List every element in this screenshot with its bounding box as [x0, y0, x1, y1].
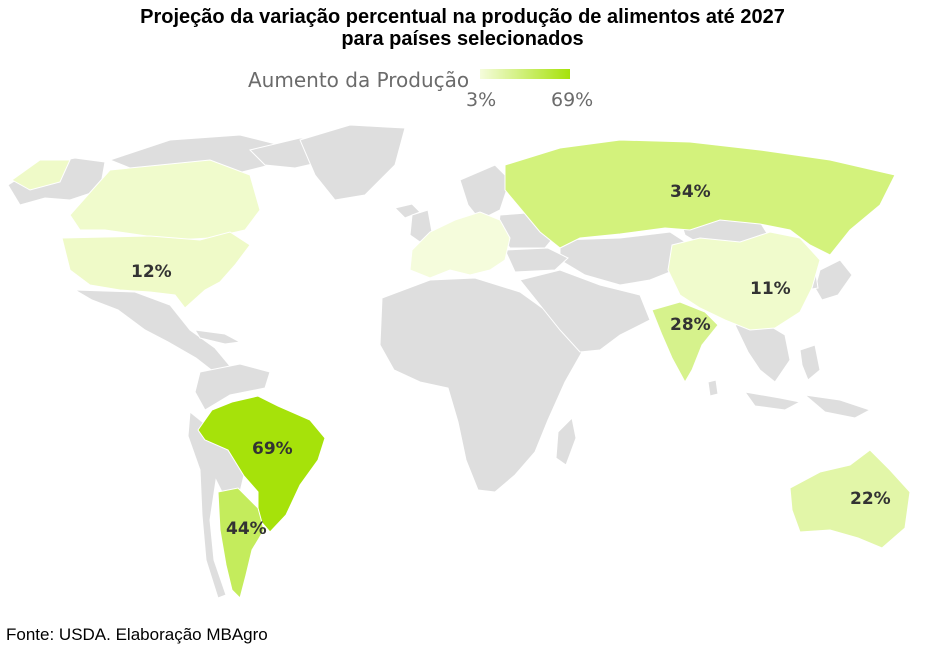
country-china[interactable]: [667, 231, 821, 331]
label-china: 11%: [750, 279, 791, 299]
title-line-1: Projeção da variação percentual na produ…: [140, 6, 785, 28]
legend-max-value: 69%: [551, 89, 594, 111]
legend-gradient-bar: [480, 69, 570, 79]
legend-min-value: 3%: [466, 89, 497, 111]
world-map: 12% 34% 11% 28% 69% 44% 22%: [7, 124, 911, 599]
country-canada[interactable]: [69, 159, 261, 241]
country-eu[interactable]: [409, 211, 511, 279]
chart-title: Projeção da variação percentual na produ…: [0, 6, 925, 50]
label-australia: 22%: [850, 489, 891, 509]
title-line-2: para países selecionados: [341, 28, 584, 50]
country-australia[interactable]: [789, 449, 911, 549]
legend-label: Aumento da Produção: [248, 68, 470, 92]
unselected-countries: [7, 124, 899, 599]
label-india: 28%: [670, 315, 711, 335]
country-india[interactable]: [651, 301, 719, 384]
source-note: Fonte: USDA. Elaboração MBAgro: [6, 625, 268, 644]
label-argentina: 44%: [226, 519, 267, 539]
label-brazil: 69%: [252, 439, 293, 459]
country-russia[interactable]: [504, 139, 896, 256]
country-brazil[interactable]: [197, 395, 326, 533]
country-argentina[interactable]: [217, 487, 265, 599]
country-usa[interactable]: [11, 159, 251, 309]
label-usa: 12%: [131, 262, 172, 282]
label-russia: 34%: [670, 182, 711, 202]
